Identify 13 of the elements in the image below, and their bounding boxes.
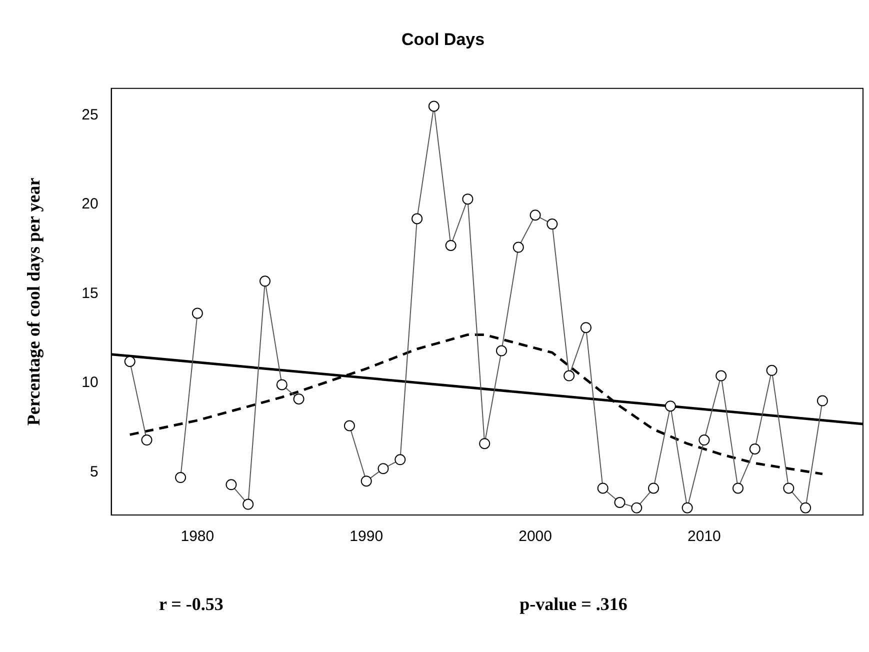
x-tick-label: 1980	[180, 528, 214, 546]
y-tick-label: 10	[82, 374, 98, 392]
text: r = -0.53	[158, 594, 224, 614]
x-tick-label: 2010	[688, 528, 721, 546]
y-tick-label: 20	[82, 196, 98, 213]
chart-title: Cool Days	[401, 30, 485, 49]
y-tick-label: 15	[82, 284, 98, 302]
y-tick-label: 25	[82, 106, 98, 124]
x-tick-label: 2000	[518, 528, 552, 546]
x-tick-label: 1990	[350, 528, 384, 546]
y-tick-label: 5	[90, 463, 98, 480]
text: p-value = .316	[520, 594, 628, 614]
y-axis-title: Percentage of cool days per year	[23, 178, 44, 426]
